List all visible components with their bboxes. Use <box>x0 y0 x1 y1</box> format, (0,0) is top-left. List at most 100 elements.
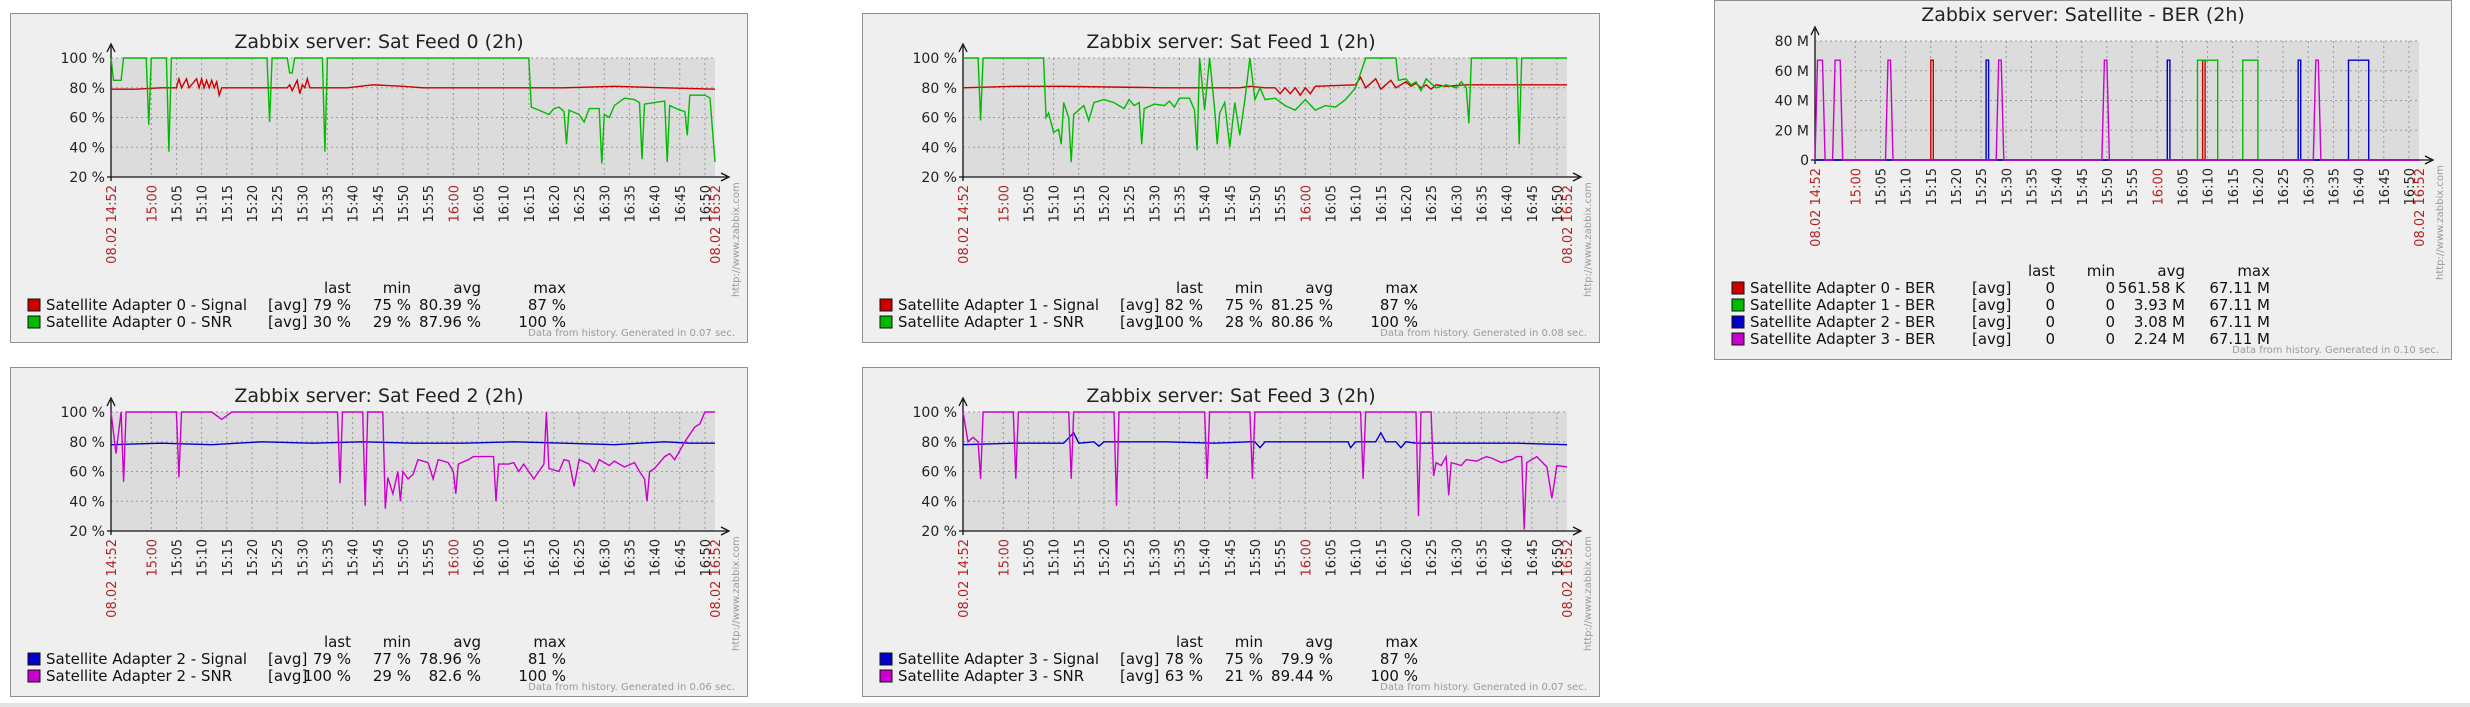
x-tick-label: 15:05 <box>1874 168 1889 205</box>
x-tick-label: 15:35 <box>321 185 336 222</box>
y-tick-label: 20 % <box>921 170 957 186</box>
legend-header-min: min <box>383 279 411 297</box>
x-tick-label: 15:10 <box>1048 539 1063 576</box>
x-tick-label: 15:35 <box>1173 185 1188 222</box>
legend-header-max: max <box>1385 279 1418 297</box>
legend-header-avg: avg <box>1305 279 1333 297</box>
x-tick-label: 16:30 <box>1450 185 1465 222</box>
legend-max: 100 % <box>1370 313 1418 331</box>
x-tick-label: 15:25 <box>271 539 286 576</box>
x-tick-label: 15:40 <box>1199 539 1214 576</box>
satellite-ber-chart: Zabbix server: Satellite - BER (2h) 0 20 M… <box>1731 4 2446 356</box>
x-tick-label: 16:15 <box>523 539 538 576</box>
sat-feed-2-graph: Zabbix server: Sat Feed 2 (2h) 20 % 40 % 60… <box>10 367 748 697</box>
y-tick-label: 40 % <box>69 140 105 156</box>
x-start-label: 08.02 14:52 <box>105 185 120 264</box>
x-tick-label: 15:25 <box>271 185 286 222</box>
legend-max: 67.11 M <box>2209 330 2270 348</box>
graph-title: Zabbix server: Sat Feed 3 (2h) <box>1086 385 1375 407</box>
x-tick-label: 16:50 <box>699 539 714 576</box>
x-tick-label: 16:50 <box>1551 539 1566 576</box>
x-tick-label: 16:20 <box>548 539 563 576</box>
x-tick-label: 15:05 <box>170 539 185 576</box>
x-tick-label: 16:20 <box>1400 185 1415 222</box>
legend-header-min: min <box>383 633 411 651</box>
series-line <box>110 57 716 164</box>
legend-avg: 3.08 M <box>2134 313 2185 331</box>
legend-avg: 81.25 % <box>1271 296 1333 314</box>
x-tick-label: 15:00 <box>145 539 160 576</box>
graph-title: Zabbix server: Sat Feed 0 (2h) <box>234 31 523 53</box>
legend-header-avg: avg <box>1305 633 1333 651</box>
legend-min: 77 % <box>373 650 411 668</box>
legend-avg: 89.44 % <box>1271 667 1333 685</box>
x-tick-label: 15:55 <box>422 539 437 576</box>
x-tick-label: 15:20 <box>1950 168 1965 205</box>
side-url-text: http://www.zabbix.com <box>731 182 742 297</box>
x-tick-label: 16:05 <box>472 185 487 222</box>
legend-max: 100 % <box>518 313 566 331</box>
y-tick-label: 100 % <box>61 51 105 67</box>
legend-func: [avg] <box>1972 279 2011 297</box>
x-tick-label: 16:15 <box>2227 168 2242 205</box>
x-tick-label: 15:55 <box>2126 168 2141 205</box>
legend-header-last: last <box>324 279 351 297</box>
x-tick-label: 15:15 <box>221 185 236 222</box>
x-tick-label: 15:00 <box>997 185 1012 222</box>
y-tick-label: 60 % <box>921 465 957 481</box>
legend-last: 0 <box>2045 279 2055 297</box>
x-tick-label: 15:00 <box>145 185 160 222</box>
x-tick-label: 16:10 <box>498 539 513 576</box>
legend-func: [avg] <box>268 296 307 314</box>
graph-title: Zabbix server: Satellite - BER (2h) <box>1921 4 2245 26</box>
x-tick-label: 16:25 <box>2277 168 2292 205</box>
x-end-label: 08.02 16:52 <box>1561 185 1576 264</box>
legend-min: 29 % <box>373 667 411 685</box>
side-url-text: http://www.zabbix.com <box>1583 182 1594 297</box>
y-tick-label: 80 % <box>921 81 957 97</box>
x-tick-label: 15:50 <box>2101 168 2116 205</box>
legend-func: [avg] <box>268 313 307 331</box>
legend-header-min: min <box>1235 633 1263 651</box>
x-tick-label: 16:45 <box>1526 185 1541 222</box>
legend-header-avg: avg <box>453 633 481 651</box>
x-tick-label: 15:10 <box>1900 168 1915 205</box>
x-tick-label: 15:10 <box>196 185 211 222</box>
legend-avg: 2.24 M <box>2134 330 2185 348</box>
x-tick-label: 15:55 <box>1274 539 1289 576</box>
legend-swatch <box>1731 281 1745 295</box>
x-tick-label: 15:45 <box>1224 185 1239 222</box>
x-tick-label: 16:45 <box>2378 168 2393 205</box>
x-tick-label: 16:05 <box>2176 168 2191 205</box>
x-tick-label: 15:20 <box>246 539 261 576</box>
sat-feed-3-graph: Zabbix server: Sat Feed 3 (2h) 20 % 40 % 60… <box>862 367 1600 697</box>
legend-func: [avg] <box>1120 650 1159 668</box>
x-tick-label: 16:50 <box>2403 168 2418 205</box>
y-tick-label: 20 % <box>921 524 957 540</box>
x-tick-label: 16:30 <box>2302 168 2317 205</box>
y-tick-label: 20 % <box>69 170 105 186</box>
legend-func: [avg] <box>1972 296 2011 314</box>
legend-avg: 87.96 % <box>419 313 481 331</box>
x-tick-label: 16:45 <box>674 185 689 222</box>
x-tick-label: 15:15 <box>221 539 236 576</box>
x-tick-label: 16:35 <box>1475 185 1490 222</box>
x-tick-label: 15:05 <box>1022 539 1037 576</box>
series-line <box>962 431 1568 450</box>
x-tick-label: 16:50 <box>1551 185 1566 222</box>
legend-min: 75 % <box>1225 296 1263 314</box>
legend-header-max: max <box>533 279 566 297</box>
sat-feed-1-graph: Zabbix server: Sat Feed 1 (2h) 20 % 40 % 60… <box>862 13 1600 343</box>
x-tick-label: 16:40 <box>649 539 664 576</box>
legend-swatch <box>879 669 893 683</box>
x-tick-label: 16:30 <box>598 185 613 222</box>
x-tick-label: 16:20 <box>548 185 563 222</box>
sat-feed-2-chart: Zabbix server: Sat Feed 2 (2h) 20 % 40 % 60… <box>27 385 742 693</box>
legend-series-name: Satellite Adapter 0 - BER <box>1750 279 1935 297</box>
x-tick-label: 16:45 <box>674 539 689 576</box>
side-url-text: http://www.zabbix.com <box>731 536 742 651</box>
legend-avg: 561.58 K <box>2118 279 2186 297</box>
y-tick-label: 100 % <box>61 405 105 421</box>
y-tick-label: 60 M <box>1775 64 1809 80</box>
x-axis-arrow <box>2424 155 2435 165</box>
